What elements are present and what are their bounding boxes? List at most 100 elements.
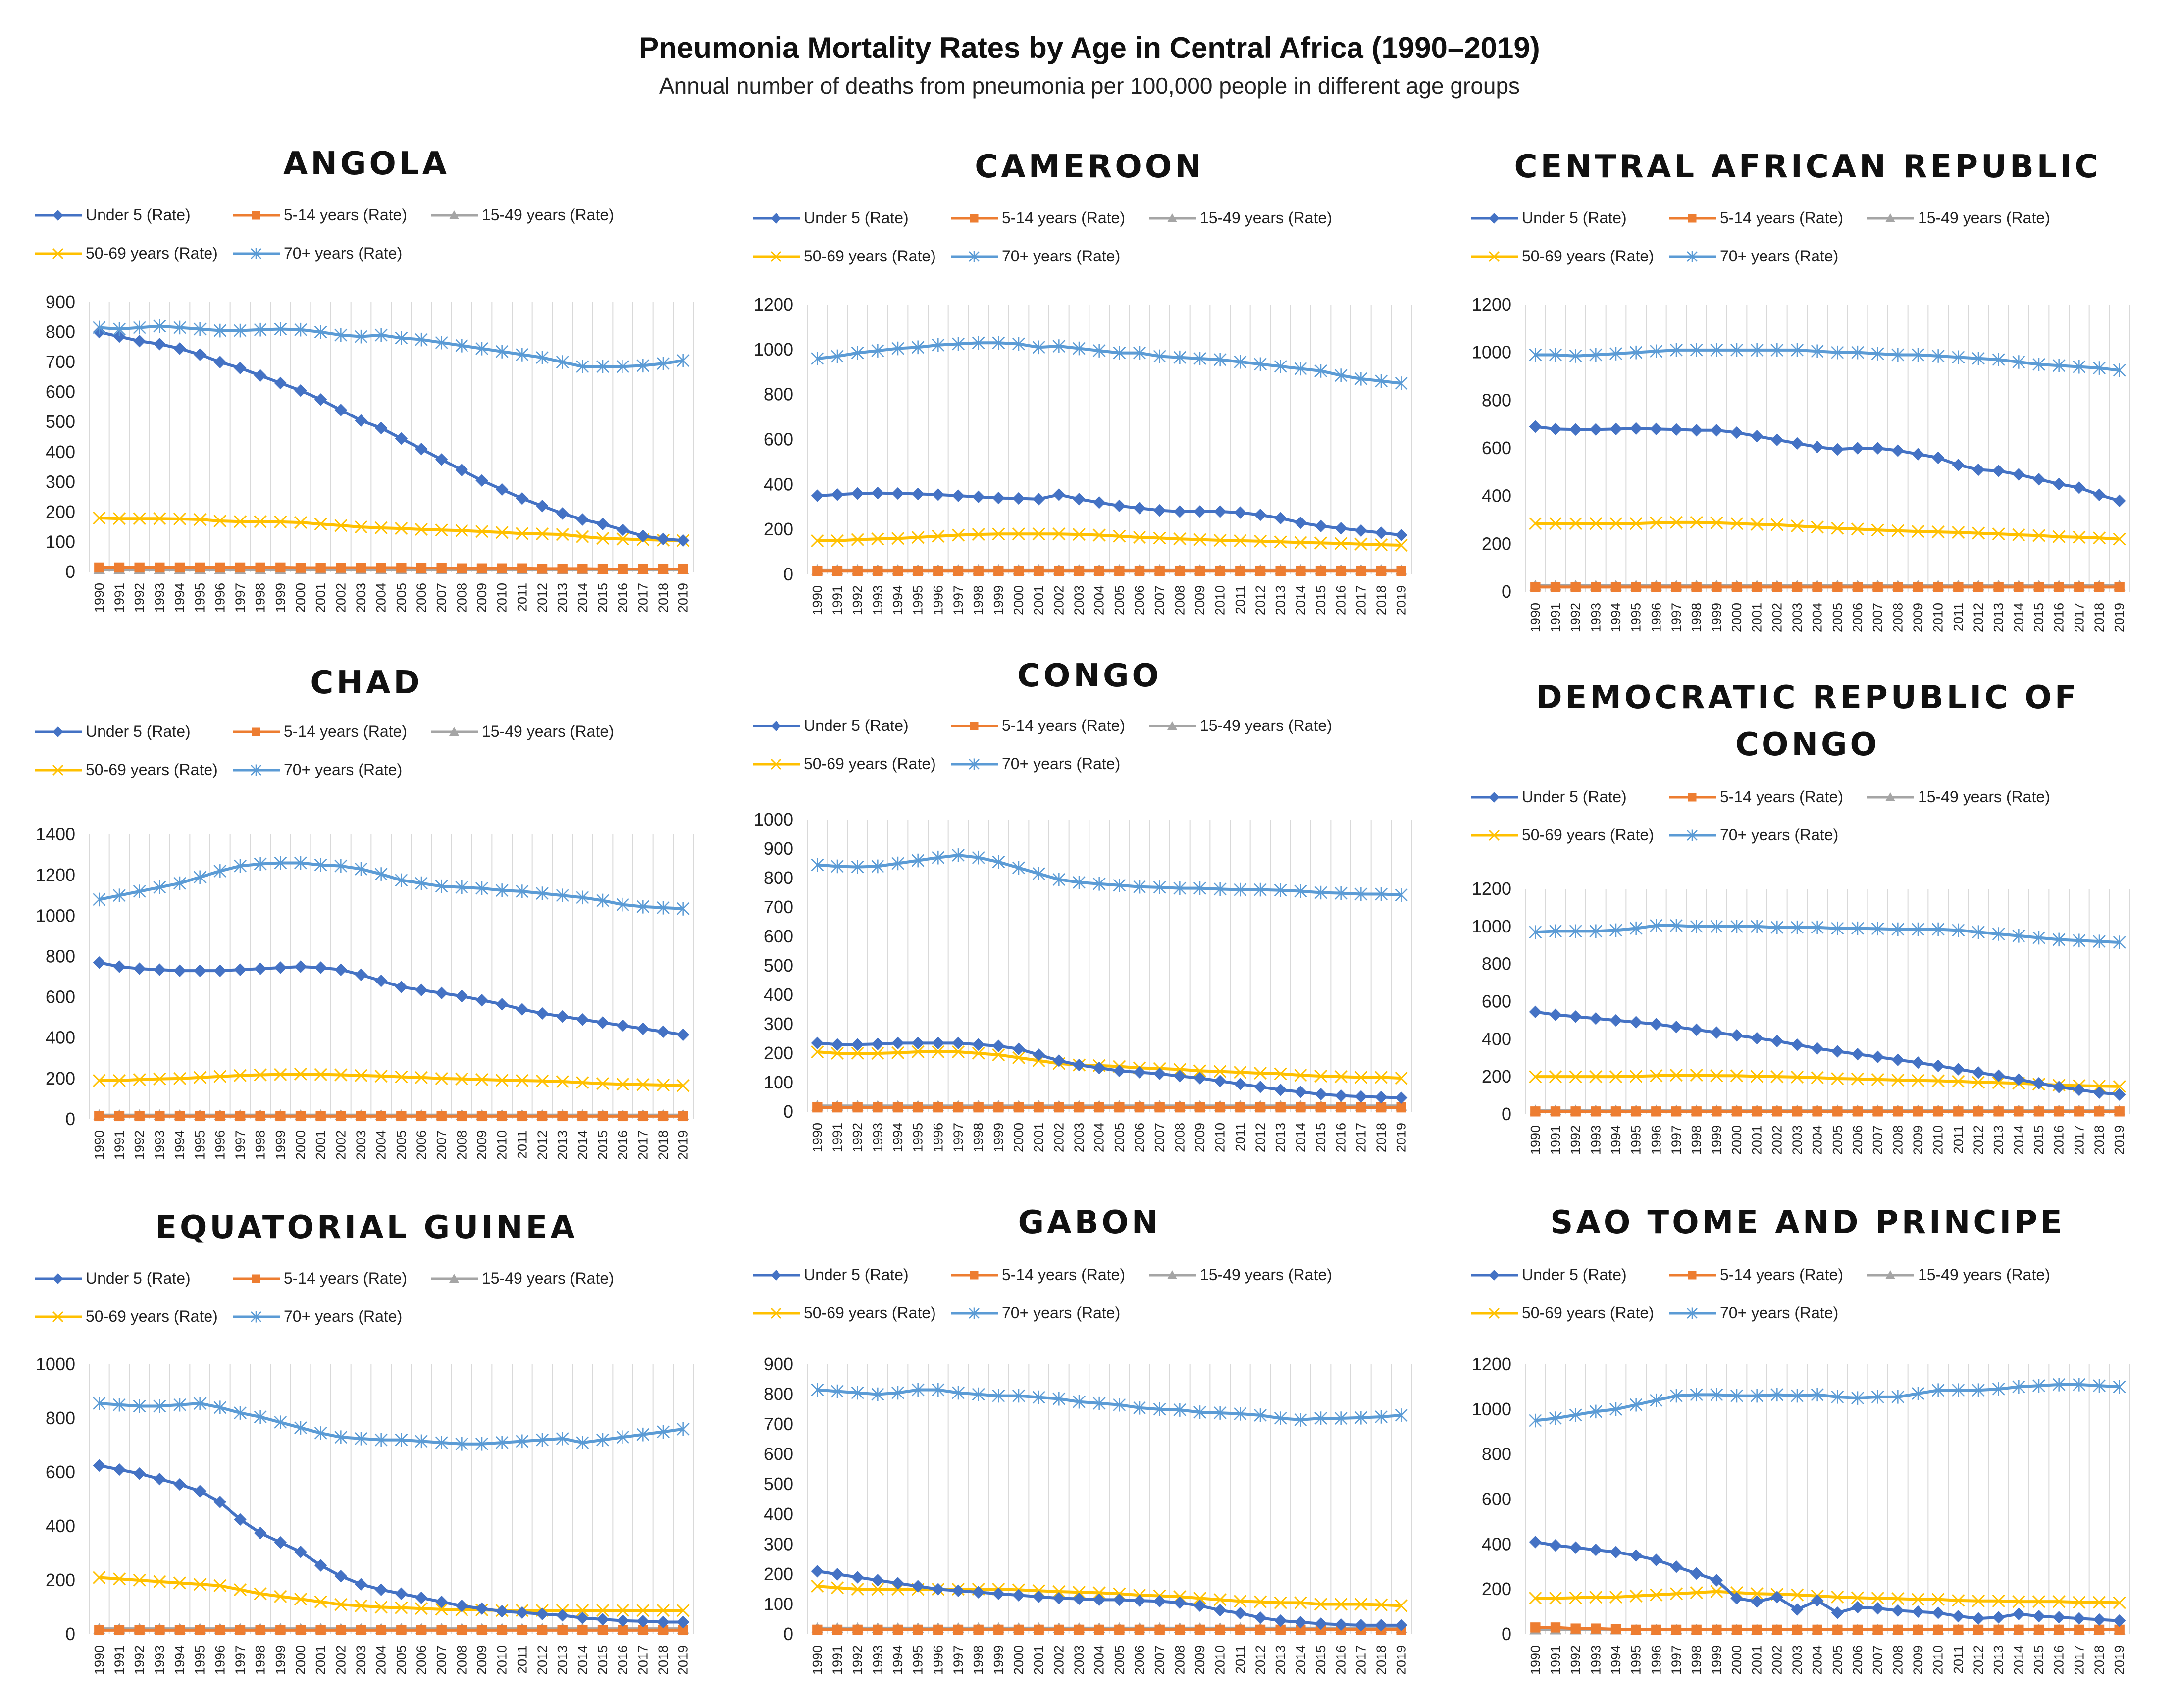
data-point [274, 961, 287, 974]
x-tick-label: 2014 [1293, 1123, 1308, 1152]
series-line [1535, 1383, 2120, 1422]
data-point [2052, 1081, 2066, 1093]
data-point [1690, 1567, 1703, 1580]
data-point [1669, 516, 1683, 529]
data-point [1589, 423, 1603, 436]
series-under-5-rate-chad [93, 956, 690, 1041]
data-point [1193, 352, 1206, 365]
legend-label-15-49-years-rate: 15-49 years (Rate) [1918, 788, 2050, 806]
data-point [1154, 1102, 1165, 1113]
legend-marker-15-49-years-rate [1167, 721, 1177, 730]
data-point [1832, 582, 1843, 592]
data-point [234, 1406, 247, 1420]
x-tick-label: 1990 [1528, 1645, 1543, 1675]
x-tick-label: 2002 [1051, 1123, 1066, 1152]
x-tick-label: 1995 [911, 1645, 926, 1675]
data-point [495, 1074, 509, 1087]
x-tick-label: 2014 [575, 1645, 590, 1675]
data-point [1395, 528, 1408, 542]
y-tick-label: 1000 [36, 1354, 75, 1374]
x-tick-label: 2019 [2112, 1645, 2127, 1675]
data-point [134, 1625, 145, 1636]
x-tick-label: 1998 [971, 585, 986, 615]
x-tick-label: 2010 [495, 1130, 510, 1160]
data-point [992, 1039, 1005, 1052]
x-tick-label: 2013 [1991, 1645, 2006, 1675]
data-point [1992, 1611, 2005, 1624]
data-point [1790, 519, 1804, 533]
data-point [1589, 1404, 1603, 1419]
data-point [830, 534, 844, 547]
data-point [1356, 566, 1366, 576]
data-point [973, 1624, 984, 1635]
y-tick-label: 600 [1482, 438, 1511, 458]
data-point [932, 488, 945, 501]
y-tick-label: 900 [764, 1354, 793, 1374]
x-tick-label: 1995 [1629, 1645, 1644, 1675]
data-point [1952, 1594, 1965, 1607]
data-point [1891, 1592, 1905, 1605]
data-point [274, 1536, 287, 1549]
x-tick-label: 2016 [2052, 1125, 2067, 1155]
data-point [1891, 444, 1905, 457]
data-point [1731, 582, 1742, 592]
data-point [1550, 582, 1561, 592]
x-tick-label: 1990 [810, 1645, 825, 1675]
x-tick-label: 1995 [1629, 1125, 1644, 1155]
data-point [415, 983, 428, 996]
data-point [992, 336, 1005, 350]
data-point [1953, 1106, 1964, 1117]
y-tick-label: 600 [764, 926, 793, 946]
x-tick-label: 1991 [112, 583, 127, 613]
x-tick-label: 2004 [1810, 1125, 1825, 1155]
data-point [678, 1111, 688, 1122]
series-under-5-rate-central-african-republic [1529, 420, 2126, 508]
data-point [1375, 1090, 1388, 1104]
data-point [2092, 1596, 2106, 1609]
data-point [1992, 1076, 2005, 1089]
data-point [852, 1624, 863, 1635]
data-point [1609, 1591, 1623, 1604]
data-point [1570, 1106, 1581, 1117]
legend-item-under-5-rate: Under 5 (Rate) [35, 1269, 191, 1287]
data-point [1589, 517, 1603, 530]
data-point [1670, 1020, 1683, 1034]
x-tick-label: 2012 [1253, 1123, 1268, 1152]
data-point [1931, 1606, 1945, 1619]
y-tick-label: 200 [1482, 1579, 1511, 1599]
data-point [1114, 566, 1125, 576]
data-point [1569, 423, 1582, 436]
data-point [871, 486, 884, 500]
y-tick-label: 400 [46, 1516, 75, 1536]
data-point [871, 1574, 884, 1587]
data-point [1113, 1593, 1126, 1606]
y-tick-label: 200 [764, 1564, 793, 1584]
legend-marker-5-14-years-rate [252, 1274, 260, 1283]
series-line [1535, 1590, 2120, 1604]
data-point [1094, 1102, 1104, 1113]
y-tick-label: 0 [65, 1624, 75, 1644]
legend-label-5-14-years-rate: 5-14 years (Rate) [1002, 209, 1125, 227]
legend-marker-70-years-rate [1687, 829, 1698, 841]
data-point [1234, 1078, 1247, 1090]
data-point [234, 963, 247, 976]
grid-chad [89, 834, 694, 1119]
x-tick-label: 2017 [1353, 1123, 1368, 1152]
data-point [678, 1625, 688, 1636]
data-point [395, 873, 408, 887]
legend-item-50-69-years-rate: 50-69 years (Rate) [35, 761, 218, 778]
x-tick-label: 1999 [273, 583, 288, 613]
data-point [334, 1598, 348, 1611]
data-point [832, 566, 843, 576]
data-point [395, 1587, 408, 1600]
panel-title-angola: ANGOLA [283, 146, 450, 182]
data-point [1972, 351, 1985, 365]
data-point [1589, 924, 1603, 938]
x-tick-label: 2014 [1293, 1645, 1308, 1675]
data-point [1530, 1622, 1541, 1633]
data-point [93, 892, 106, 907]
data-point [1570, 1623, 1581, 1634]
legend-item-under-5-rate: Under 5 (Rate) [1471, 788, 1627, 806]
x-tick-label: 2015 [2031, 1645, 2046, 1675]
